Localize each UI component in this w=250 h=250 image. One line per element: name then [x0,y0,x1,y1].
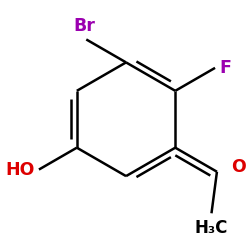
Text: H₃C: H₃C [195,219,228,237]
Text: HO: HO [5,160,34,178]
Text: F: F [220,59,231,77]
Text: Br: Br [73,17,95,35]
Text: O: O [231,158,246,176]
